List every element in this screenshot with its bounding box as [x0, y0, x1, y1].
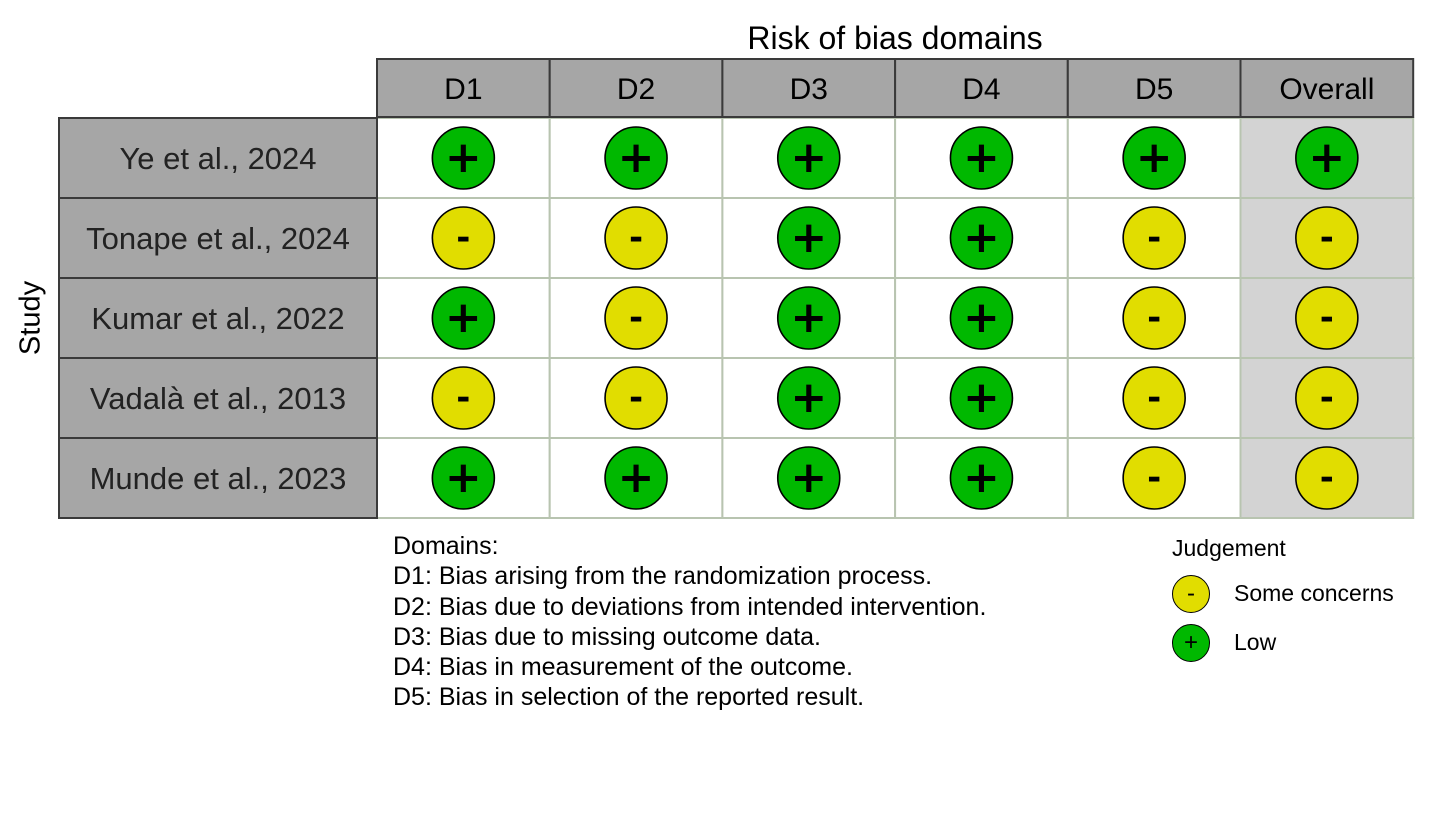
- study-header-cell: [58, 437, 378, 519]
- judgement-symbol: -: [1147, 378, 1161, 418]
- domain-item-d2: D2: Bias due to deviations from intended…: [393, 592, 987, 621]
- column-header-label: D4: [962, 73, 1000, 106]
- low-risk-icon: [776, 286, 841, 350]
- low-risk-icon: [776, 366, 841, 430]
- domain-item-d3: D3: Bias due to missing outcome data.: [393, 622, 822, 651]
- low-risk-icon: [776, 206, 841, 270]
- column-header-label: D2: [617, 73, 655, 106]
- column-header-cell: [1066, 58, 1242, 118]
- some-concerns-icon: [1295, 446, 1359, 510]
- study-label: Tonape et al., 2024: [86, 221, 350, 256]
- some-concerns-icon: [1295, 206, 1359, 270]
- low-risk-icon: [1122, 126, 1186, 190]
- study-label: Vadalà et al., 2013: [90, 381, 346, 416]
- low-risk-icon: [431, 286, 496, 350]
- judgement-symbol: +: [963, 212, 1000, 263]
- low-risk-icon: [949, 366, 1014, 430]
- low-risk-icon: [949, 206, 1014, 270]
- column-header-cell: [548, 58, 724, 118]
- judgement-symbol: +: [1136, 132, 1173, 183]
- judgement-symbol: +: [618, 132, 655, 183]
- judgement-symbol: -: [629, 378, 643, 418]
- judgement-symbol: -: [1320, 378, 1334, 418]
- judgement-symbol: +: [445, 132, 482, 183]
- column-header-cell: [1239, 58, 1415, 118]
- legend: Judgement - Some concerns + Low: [1172, 533, 1394, 667]
- low-risk-icon: [604, 126, 668, 190]
- judgement-symbol: +: [963, 452, 1000, 503]
- judgement-symbol: +: [963, 372, 1000, 423]
- column-header-cell: [721, 58, 897, 118]
- some-concerns-icon: [1295, 286, 1359, 350]
- column-header-label: Overall: [1279, 73, 1374, 106]
- legend-title: Judgement: [1172, 535, 1286, 561]
- some-concerns-icon: [431, 206, 496, 270]
- column-header-label: D5: [1135, 73, 1173, 106]
- some-concerns-icon: [1122, 366, 1186, 430]
- column-header-label: D1: [444, 73, 482, 106]
- low-risk-icon: [1295, 126, 1359, 190]
- judgement-symbol: +: [445, 452, 482, 503]
- judgement-symbol: +: [963, 292, 1000, 343]
- domain-item-d1: D1: Bias arising from the randomization …: [393, 562, 933, 591]
- judgement-symbol: -: [456, 378, 470, 418]
- domains-key: Domains: D1: Bias arising from the rando…: [393, 531, 986, 713]
- column-header-cell: [376, 58, 551, 118]
- legend-label: Low: [1234, 629, 1277, 655]
- some-concerns-icon: [1122, 286, 1186, 350]
- some-concerns-icon: [604, 366, 668, 430]
- judgement-symbol: -: [1320, 298, 1334, 338]
- some-concerns-icon: [604, 286, 668, 350]
- judgement-symbol: -: [1320, 218, 1334, 258]
- some-concerns-icon: [1295, 366, 1359, 430]
- study-label: Munde et al., 2023: [90, 461, 347, 496]
- chart-title: Risk of bias domains: [747, 20, 1043, 56]
- legend-label: Some concerns: [1234, 580, 1394, 606]
- some-concerns-icon: [1122, 446, 1186, 510]
- judgement-symbol: +: [790, 212, 827, 263]
- judgement-symbol: +: [618, 452, 655, 503]
- some-concerns-icon: [604, 206, 668, 270]
- low-risk-icon: [949, 286, 1014, 350]
- judgement-symbol: -: [456, 218, 470, 258]
- column-header-label: D3: [790, 73, 828, 106]
- domains-heading: Domains:: [393, 532, 499, 560]
- study-label: Kumar et al., 2022: [91, 301, 344, 336]
- judgement-symbol: +: [790, 372, 827, 423]
- judgement-symbol: +: [790, 452, 827, 503]
- low-risk-icon: [431, 126, 496, 190]
- low-risk-icon: [949, 446, 1014, 510]
- study-header-cell: [58, 357, 378, 439]
- domain-item-d4: D4: Bias in measurement of the outcome.: [393, 653, 853, 682]
- legend-item-low: + Low: [1172, 618, 1394, 667]
- judgement-symbol: +: [790, 132, 827, 183]
- domain-item-d5: D5: Bias in selection of the reported re…: [393, 683, 865, 712]
- judgement-symbol: -: [1147, 218, 1161, 258]
- low-risk-icon: [949, 126, 1014, 190]
- judgement-symbol: -: [1320, 458, 1334, 498]
- some-concerns-icon: -: [1172, 574, 1210, 613]
- low-risk-icon: [776, 446, 841, 510]
- judgement-symbol: -: [1147, 298, 1161, 338]
- low-risk-icon: +: [1172, 623, 1210, 662]
- low-risk-icon: [776, 126, 841, 190]
- judgement-symbol: +: [963, 132, 1000, 183]
- low-risk-icon: [431, 446, 496, 510]
- study-header-cell: [58, 197, 378, 279]
- judgement-symbol: +: [1308, 132, 1345, 183]
- low-risk-icon: [604, 446, 668, 510]
- legend-item-some-concerns: - Some concerns: [1172, 569, 1394, 618]
- judgement-symbol: +: [790, 292, 827, 343]
- judgement-symbol: +: [445, 292, 482, 343]
- judgement-symbol: -: [629, 218, 643, 258]
- study-header-cell: [58, 117, 378, 199]
- judgement-symbol: -: [629, 298, 643, 338]
- some-concerns-icon: [1122, 206, 1186, 270]
- some-concerns-icon: [431, 366, 496, 430]
- study-label: Ye et al., 2024: [119, 141, 316, 176]
- judgement-symbol: -: [1147, 458, 1161, 498]
